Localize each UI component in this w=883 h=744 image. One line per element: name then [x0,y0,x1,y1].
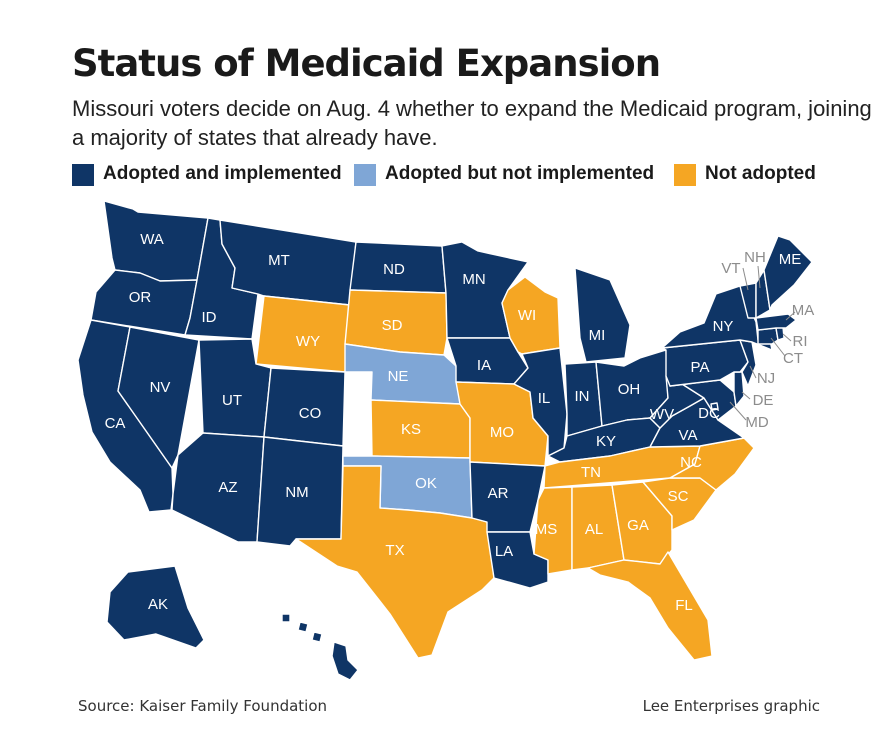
state-label-de: DE [753,392,774,409]
state-label-al: AL [585,521,603,538]
state-label-ar: AR [488,485,509,502]
state-label-id: ID [202,309,217,326]
state-il [513,347,568,457]
state-label-ri: RI [793,333,808,350]
state-label-mi: MI [589,327,606,344]
state-label-ks: KS [401,421,421,438]
state-labels: WA OR CA NV ID MT WY UT CO AZ NM ND SD N… [105,231,815,614]
state-ct [757,327,779,345]
state-label-tn: TN [581,464,601,481]
subtitle: Missouri voters decide on Aug. 4 whether… [72,96,872,150]
state-label-va: VA [679,427,698,444]
state-label-oh: OH [618,381,641,398]
state-mi [574,267,631,363]
credit-note: Lee Enterprises graphic [642,697,820,715]
state-label-md: MD [745,414,768,431]
state-tx [295,465,495,659]
state-label-mt: MT [268,252,290,269]
state-dc [710,402,719,411]
legend-swatch-not-adopted [674,164,696,186]
state-nv [117,326,200,469]
state-label-tx: TX [385,542,404,559]
state-label-ma: MA [792,302,815,319]
state-label-mo: MO [490,424,514,441]
state-label-ak: AK [148,596,168,613]
legend-label: Adopted and implemented [103,163,342,184]
state-ak [106,565,205,649]
state-label-ne: NE [388,368,409,385]
state-label-ut: UT [222,392,242,409]
state-label-ny: NY [713,318,734,335]
state-label-co: CO [299,405,322,422]
state-label-wv: WV [650,406,674,423]
legend-label: Not adopted [705,163,816,184]
state-shapes [77,200,813,681]
state-label-sc: SC [668,488,689,505]
state-label-il: IL [538,390,551,407]
state-label-ms: MS [535,521,558,538]
state-label-nh: NH [744,249,766,266]
state-label-nc: NC [680,454,702,471]
state-nc [669,437,755,491]
leader-lines [729,265,796,421]
state-label-wa: WA [140,231,164,248]
legend: Adopted and implemented Adopted but not … [0,162,883,188]
state-md [669,379,737,421]
state-fl [587,551,713,661]
state-label-mn: MN [462,271,485,288]
state-label-me: ME [779,251,802,268]
state-label-nm: NM [285,484,308,501]
state-label-in: IN [575,388,590,405]
legend-swatch-pending [354,164,376,186]
state-label-vt: VT [721,260,740,277]
state-ma [755,313,797,331]
state-de [733,371,745,407]
state-label-ky: KY [596,433,616,450]
state-label-nv: NV [150,379,171,396]
state-label-ia: IA [477,357,491,374]
source-note: Source: Kaiser Family Foundation [78,697,328,715]
legend-swatch-adopted [72,164,94,186]
state-me [763,235,813,311]
state-label-az: AZ [218,479,237,496]
state-ri [775,326,785,341]
state-label-la: LA [495,543,513,560]
state-label-nd: ND [383,261,405,278]
state-label-pa: PA [691,359,710,376]
state-label-wy: WY [296,333,320,350]
state-label-ca: CA [105,415,126,432]
state-label-sd: SD [382,317,403,334]
state-label-dc: DC [698,405,720,422]
state-hi [281,613,359,681]
page-title: Status of Medicaid Expansion [72,42,661,85]
state-wi [501,276,561,355]
state-label-or: OR [129,289,152,306]
state-label-nj: NJ [757,370,775,387]
state-label-ok: OK [415,475,437,492]
state-label-wi: WI [518,307,536,324]
state-label-ct: CT [783,350,803,367]
state-label-fl: FL [675,597,693,614]
state-label-ga: GA [627,517,649,534]
legend-label: Adopted but not implemented [385,163,655,184]
